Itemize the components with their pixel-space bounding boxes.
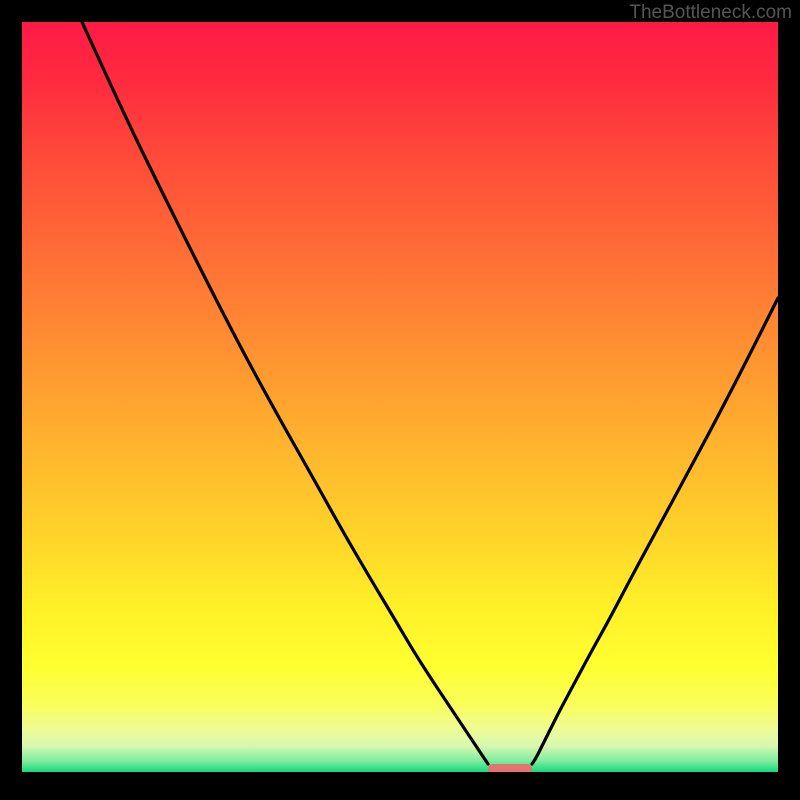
watermark-text: TheBottleneck.com [629,2,792,24]
chart-plot-area [22,22,778,772]
chart-svg [22,22,778,772]
bottleneck-marker [488,764,532,772]
